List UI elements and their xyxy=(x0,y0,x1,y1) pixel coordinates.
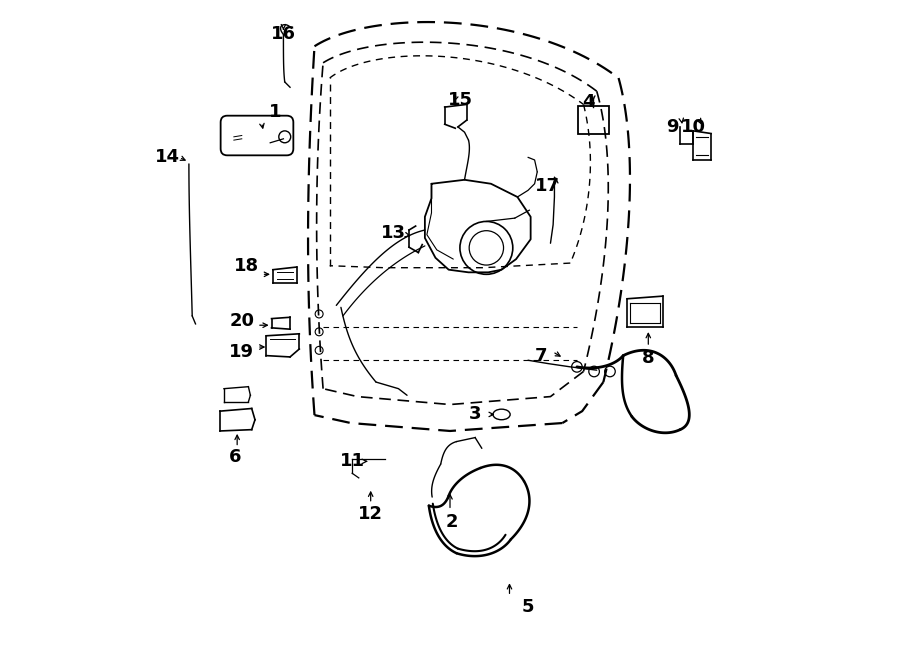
Text: 12: 12 xyxy=(358,505,383,524)
Text: 10: 10 xyxy=(680,118,706,136)
Text: 9: 9 xyxy=(666,118,679,136)
Text: 14: 14 xyxy=(156,148,180,167)
Text: 1: 1 xyxy=(268,103,281,122)
Text: 19: 19 xyxy=(230,342,255,361)
Text: 17: 17 xyxy=(536,177,561,196)
Text: 15: 15 xyxy=(448,91,473,110)
Text: 8: 8 xyxy=(642,349,654,368)
Text: 4: 4 xyxy=(582,93,595,112)
Text: 11: 11 xyxy=(339,452,365,471)
Text: 20: 20 xyxy=(230,311,255,330)
Text: 18: 18 xyxy=(234,256,259,275)
Text: 16: 16 xyxy=(271,25,296,44)
Text: 6: 6 xyxy=(229,448,241,467)
Text: 3: 3 xyxy=(469,405,482,424)
Text: 7: 7 xyxy=(535,346,547,365)
Text: 5: 5 xyxy=(522,598,535,616)
Text: 13: 13 xyxy=(382,223,406,242)
Text: 2: 2 xyxy=(446,513,458,531)
